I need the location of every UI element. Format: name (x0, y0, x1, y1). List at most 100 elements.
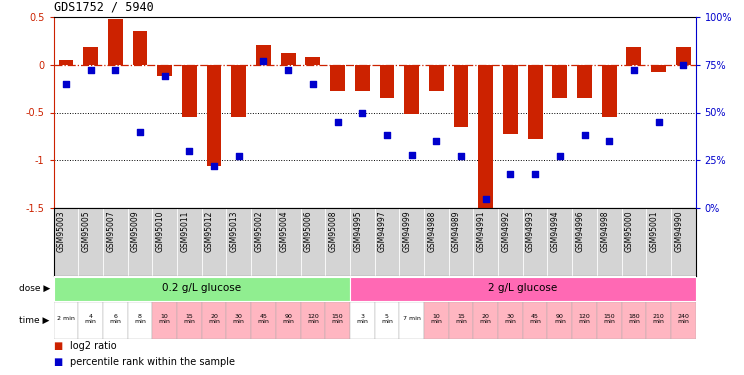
Text: 7 min: 7 min (403, 316, 420, 321)
Bar (548, 302, 572, 339)
Point (85, 68, 97, 74)
Text: 4
min: 4 min (85, 314, 97, 324)
Bar (478, 64, 493, 210)
Point (134, 129, 146, 135)
Bar (473, 302, 498, 339)
Point (652, 119, 664, 125)
Bar (404, 64, 419, 114)
Text: 90
min: 90 min (282, 314, 294, 324)
Text: 120
min: 120 min (579, 314, 591, 324)
Bar (454, 64, 469, 127)
Text: time ▶: time ▶ (19, 316, 50, 325)
Text: GSM94988: GSM94988 (427, 210, 436, 252)
Text: GSM94993: GSM94993 (526, 210, 535, 252)
Point (430, 138, 442, 144)
Bar (251, 302, 276, 339)
Text: GSM95004: GSM95004 (279, 210, 288, 252)
Text: 45
min: 45 min (529, 314, 541, 324)
Bar (572, 302, 597, 339)
Text: GSM95007: GSM95007 (106, 210, 115, 252)
Bar (280, 53, 295, 64)
Bar (647, 302, 671, 339)
Text: GSM95013: GSM95013 (230, 210, 239, 252)
Bar (602, 64, 617, 117)
Point (529, 171, 541, 177)
Text: GSM95008: GSM95008 (329, 210, 338, 252)
Bar (256, 45, 271, 64)
Text: ■: ■ (54, 341, 62, 351)
Text: 0.2 g/L glucose: 0.2 g/L glucose (162, 283, 241, 293)
Text: GSM94996: GSM94996 (576, 210, 585, 252)
Point (455, 153, 467, 159)
Bar (552, 64, 567, 98)
Text: GSM95000: GSM95000 (625, 210, 634, 252)
Text: 180
min: 180 min (628, 314, 640, 324)
Text: GSM94991: GSM94991 (477, 210, 486, 252)
Text: dose ▶: dose ▶ (19, 284, 50, 293)
Text: 30
min: 30 min (233, 314, 245, 324)
Point (282, 68, 294, 74)
Bar (226, 302, 251, 339)
Point (208, 163, 220, 169)
Bar (177, 302, 202, 339)
Text: 20
min: 20 min (480, 314, 492, 324)
Bar (503, 64, 518, 134)
Point (504, 171, 516, 177)
Bar (330, 64, 345, 92)
Bar (306, 57, 320, 64)
Bar (651, 64, 666, 72)
Text: 10
min: 10 min (431, 314, 442, 324)
Text: 210
min: 210 min (652, 314, 664, 324)
Point (405, 152, 417, 157)
Bar (153, 302, 177, 339)
Bar (400, 302, 424, 339)
Point (158, 73, 170, 79)
Bar (59, 60, 74, 64)
Bar (108, 19, 123, 64)
Text: 10
min: 10 min (158, 314, 170, 324)
Bar (132, 31, 147, 64)
Text: 90
min: 90 min (554, 314, 565, 324)
Bar (523, 302, 548, 339)
Bar (449, 302, 473, 339)
Bar (54, 277, 350, 301)
Bar (276, 302, 301, 339)
Text: 20
min: 20 min (208, 314, 220, 324)
Bar (379, 64, 394, 98)
Text: GSM95006: GSM95006 (304, 210, 313, 252)
Bar (429, 64, 443, 92)
Bar (157, 64, 172, 76)
Point (109, 68, 121, 74)
Point (628, 68, 640, 74)
Text: GSM95012: GSM95012 (205, 210, 214, 252)
Text: 5
min: 5 min (381, 314, 393, 324)
Text: 6
min: 6 min (109, 314, 121, 324)
Text: GDS1752 / 5940: GDS1752 / 5940 (54, 0, 153, 13)
Text: GSM94998: GSM94998 (600, 210, 609, 252)
Bar (350, 277, 696, 301)
Text: 240
min: 240 min (677, 314, 689, 324)
Text: 150
min: 150 min (603, 314, 615, 324)
Bar (78, 302, 103, 339)
Point (677, 62, 689, 68)
Text: 150
min: 150 min (332, 314, 344, 324)
Text: GSM94994: GSM94994 (551, 210, 559, 252)
Text: 2 min: 2 min (57, 316, 75, 321)
Text: 8
min: 8 min (134, 314, 146, 324)
Bar (375, 302, 400, 339)
Text: GSM95003: GSM95003 (57, 210, 66, 252)
Bar (424, 302, 449, 339)
Text: ■: ■ (54, 357, 62, 367)
Bar (207, 64, 222, 166)
Point (554, 153, 565, 159)
Text: GSM94995: GSM94995 (353, 210, 362, 252)
Text: GSM95009: GSM95009 (131, 210, 140, 252)
Text: 2 g/L glucose: 2 g/L glucose (488, 283, 557, 293)
Text: GSM95005: GSM95005 (82, 210, 91, 252)
Point (579, 132, 591, 138)
Point (603, 138, 615, 144)
Bar (498, 302, 523, 339)
Text: GSM95010: GSM95010 (155, 210, 164, 252)
Point (381, 132, 393, 138)
Bar (355, 64, 370, 90)
